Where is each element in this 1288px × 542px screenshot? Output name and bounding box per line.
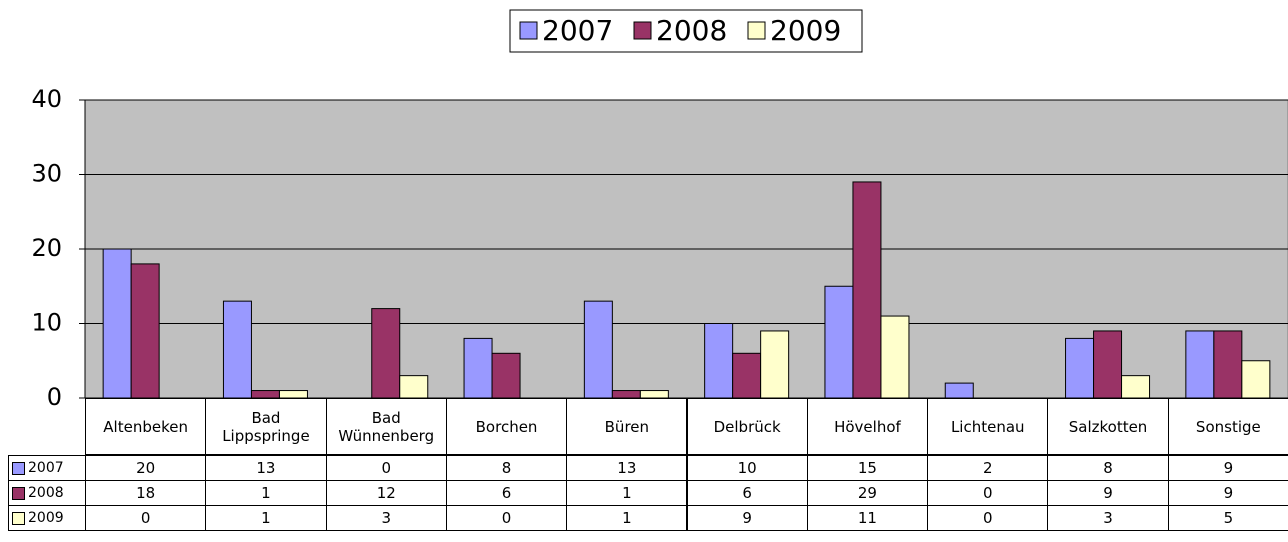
bar bbox=[944, 382, 974, 399]
table-value: 5 bbox=[1167, 505, 1288, 531]
bar bbox=[463, 337, 493, 399]
bar bbox=[704, 323, 734, 399]
table-value: 0 bbox=[445, 505, 568, 531]
bar bbox=[852, 181, 882, 399]
row-header: 2007 bbox=[8, 455, 86, 481]
table-value: 1 bbox=[205, 480, 327, 506]
table-value: 9 bbox=[686, 505, 808, 531]
legend-key bbox=[12, 461, 25, 475]
bar bbox=[130, 263, 160, 399]
legend-label: 2007 bbox=[542, 14, 613, 47]
bar bbox=[1185, 330, 1215, 399]
legend-key bbox=[12, 486, 25, 500]
legend-key bbox=[747, 21, 766, 40]
table-value: 8 bbox=[1047, 455, 1169, 481]
bar bbox=[639, 390, 669, 399]
legend-key bbox=[633, 21, 652, 40]
category-label: Altenbeken bbox=[85, 398, 207, 455]
y-tick-label: 10 bbox=[31, 309, 62, 337]
row-label: 2007 bbox=[28, 460, 64, 476]
table-value: 0 bbox=[927, 505, 1049, 531]
bar bbox=[278, 390, 308, 399]
table-value: 20 bbox=[85, 455, 207, 481]
bar bbox=[1241, 360, 1271, 399]
table-value: 9 bbox=[1167, 480, 1288, 506]
row-label: 2009 bbox=[28, 510, 64, 526]
legend-key bbox=[12, 511, 25, 525]
y-tick-label: 20 bbox=[31, 234, 62, 262]
bar bbox=[222, 300, 252, 399]
table-value: 29 bbox=[806, 480, 929, 506]
category-label: Hövelhof bbox=[806, 398, 929, 455]
category-label: Bad Wünnenberg bbox=[325, 398, 447, 455]
row-header: 2008 bbox=[8, 480, 86, 506]
table-value: 10 bbox=[686, 455, 808, 481]
bar bbox=[399, 375, 429, 399]
table-value: 1 bbox=[566, 480, 688, 506]
table-value: 9 bbox=[1047, 480, 1169, 506]
category-label: Borchen bbox=[445, 398, 568, 455]
category-label: Salzkotten bbox=[1047, 398, 1169, 455]
row-label: 2008 bbox=[28, 485, 64, 501]
bar bbox=[1093, 330, 1123, 399]
row-header: 2009 bbox=[8, 505, 86, 531]
table-value: 1 bbox=[205, 505, 327, 531]
category-label: Sonstige bbox=[1167, 398, 1288, 455]
table-value: 15 bbox=[806, 455, 929, 481]
bar bbox=[1213, 330, 1243, 399]
y-tick-label: 40 bbox=[31, 85, 62, 113]
bar bbox=[583, 300, 613, 399]
category-label: Lichtenau bbox=[927, 398, 1049, 455]
bar bbox=[760, 330, 790, 399]
bar bbox=[491, 352, 521, 399]
bar bbox=[371, 308, 401, 399]
table-value: 12 bbox=[325, 480, 447, 506]
bar bbox=[102, 248, 132, 399]
table-value: 11 bbox=[806, 505, 929, 531]
table-value: 8 bbox=[445, 455, 568, 481]
table-value: 0 bbox=[85, 505, 207, 531]
bar bbox=[250, 390, 280, 399]
table-value: 9 bbox=[1167, 455, 1288, 481]
y-tick-label: 30 bbox=[31, 160, 62, 188]
bar bbox=[1121, 375, 1151, 399]
bar bbox=[1065, 337, 1095, 399]
bar bbox=[880, 315, 910, 399]
table-value: 3 bbox=[1047, 505, 1169, 531]
category-label: Delbrück bbox=[686, 398, 808, 455]
table-value: 3 bbox=[325, 505, 447, 531]
y-tick-label: 0 bbox=[47, 383, 62, 411]
bar bbox=[824, 285, 854, 399]
category-label: Bad Lippspringe bbox=[205, 398, 327, 455]
legend-label: 2008 bbox=[656, 14, 727, 47]
table-value: 13 bbox=[566, 455, 688, 481]
legend-label: 2009 bbox=[770, 14, 841, 47]
table-value: 6 bbox=[445, 480, 568, 506]
legend-key bbox=[519, 21, 538, 40]
category-label: Büren bbox=[566, 398, 688, 455]
table-value: 13 bbox=[205, 455, 327, 481]
table-value: 0 bbox=[325, 455, 447, 481]
legend-box bbox=[509, 9, 863, 53]
table-value: 6 bbox=[686, 480, 808, 506]
table-value: 0 bbox=[927, 480, 1049, 506]
table-value: 1 bbox=[566, 505, 688, 531]
table-value: 18 bbox=[85, 480, 207, 506]
bar bbox=[732, 352, 762, 399]
bar bbox=[611, 390, 641, 399]
table-value: 2 bbox=[927, 455, 1049, 481]
